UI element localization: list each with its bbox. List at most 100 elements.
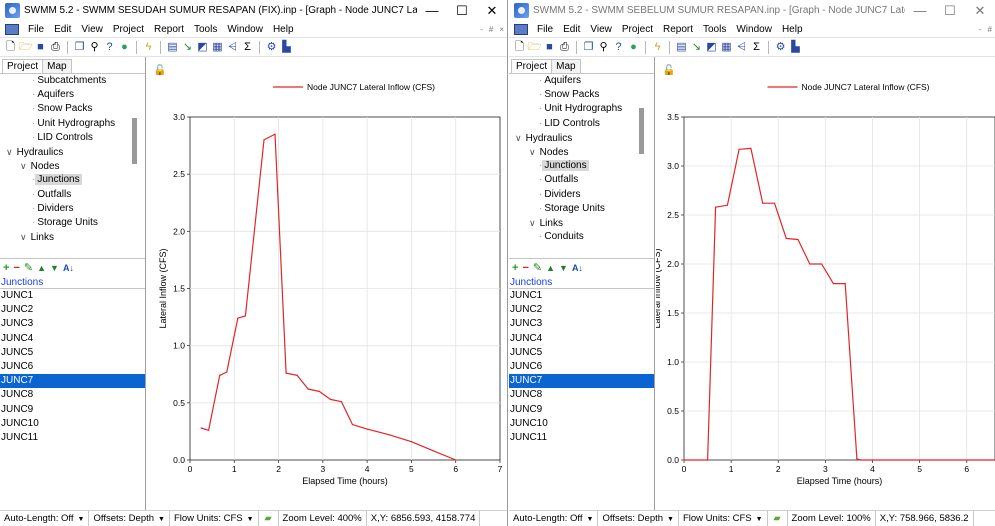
time-series-icon[interactable]: ↘	[182, 40, 193, 53]
move-down-icon[interactable]: ▼	[50, 262, 59, 273]
auto-length-status[interactable]: Auto-Length: Off ▼	[509, 511, 599, 526]
tree-item-dividers[interactable]: · Dividers	[509, 188, 654, 202]
expand-chevron-icon[interactable]: ∨	[515, 132, 522, 143]
offsets-status[interactable]: Offsets: Depth ▼	[89, 511, 170, 526]
tree-item-storage-units[interactable]: · Storage Units	[0, 216, 145, 230]
time-series-icon[interactable]: ↘	[691, 40, 702, 53]
list-item-junc10[interactable]: JUNC10	[510, 417, 548, 429]
open-folder-icon[interactable]: 🗁	[19, 40, 33, 53]
tree-item-subcatchments[interactable]: · Subcatchments	[0, 74, 145, 88]
arrange-icon[interactable]: ▙	[282, 40, 291, 53]
move-down-icon[interactable]: ▼	[559, 262, 568, 273]
list-item-junc11[interactable]: JUNC11	[1, 431, 39, 443]
mdi-minimize-button[interactable]: -	[978, 24, 982, 34]
sort-icon[interactable]: A↓	[62, 262, 74, 273]
expand-chevron-icon[interactable]: ∨	[6, 146, 13, 157]
graph-doc-icon[interactable]	[5, 23, 19, 35]
flow-units-status[interactable]: Flow Units: CFS ▼	[170, 511, 259, 526]
menu-view[interactable]: View	[81, 23, 103, 35]
menu-project[interactable]: Project	[112, 23, 144, 35]
edit-object-icon[interactable]: ✎	[532, 262, 543, 274]
expand-chevron-icon[interactable]: ∨	[20, 232, 27, 243]
menu-file[interactable]: File	[28, 23, 45, 35]
print-icon[interactable]: ⎙	[51, 40, 60, 53]
maximize-button[interactable]: ☐	[456, 3, 468, 18]
tree-item-unit-hydrographs[interactable]: · Unit Hydrographs	[0, 117, 145, 131]
move-up-icon[interactable]: ▲	[546, 262, 556, 273]
list-item-junc1[interactable]: JUNC1	[1, 290, 34, 301]
options-icon[interactable]: ⚙	[266, 40, 277, 53]
save-icon[interactable]: ■	[546, 40, 553, 53]
new-file-icon[interactable]: 🗋	[515, 40, 524, 53]
tab-project[interactable]: Project	[2, 59, 44, 73]
profile-plot-icon[interactable]: ◩	[706, 40, 717, 53]
query-icon[interactable]: ?	[615, 40, 622, 53]
edit-object-icon[interactable]: ✎	[23, 262, 34, 274]
tree-scrollbar-thumb[interactable]	[639, 108, 644, 154]
tree-item-nodes[interactable]: ∨ Nodes	[0, 159, 145, 173]
mdi-restore-button[interactable]: #	[987, 24, 992, 34]
find-icon[interactable]: ⚲	[599, 40, 608, 53]
expand-chevron-icon[interactable]: ∨	[529, 146, 536, 157]
list-item-junc8[interactable]: JUNC8	[510, 389, 543, 401]
tree-item-storage-units[interactable]: · Storage Units	[509, 202, 654, 216]
graph-doc-icon[interactable]	[514, 23, 528, 35]
menu-report[interactable]: Report	[662, 23, 693, 35]
tree-item-conduits[interactable]: · Conduits	[509, 230, 654, 244]
tree-item-snow-packs[interactable]: · Snow Packs	[0, 102, 145, 116]
run-icon[interactable]: ϟ	[654, 40, 661, 53]
arrange-icon[interactable]: ▙	[791, 40, 800, 53]
list-item-junc2[interactable]: JUNC2	[510, 304, 543, 316]
overview-icon[interactable]: ●	[630, 40, 637, 53]
scatter-plot-icon[interactable]: ⩤	[737, 40, 746, 53]
list-item-junc8[interactable]: JUNC8	[1, 389, 34, 401]
tree-item-nodes[interactable]: ∨ Nodes	[509, 145, 654, 159]
table-icon[interactable]: ▦	[721, 40, 732, 53]
list-item-junc7[interactable]: JUNC7	[0, 374, 145, 389]
list-item-junc5[interactable]: JUNC5	[1, 346, 34, 358]
menu-view[interactable]: View	[590, 23, 612, 35]
profile-plot-icon[interactable]: ◩	[197, 40, 208, 53]
menu-edit[interactable]: Edit	[54, 23, 72, 35]
offsets-status[interactable]: Offsets: Depth ▼	[598, 511, 679, 526]
close-button[interactable]: ✕	[974, 3, 986, 18]
list-item-junc9[interactable]: JUNC9	[1, 403, 34, 415]
open-folder-icon[interactable]: 🗁	[528, 40, 542, 53]
tab-project[interactable]: Project	[511, 59, 553, 73]
menu-file[interactable]: File	[537, 23, 554, 35]
tree-item-links[interactable]: ∨ Links	[509, 216, 654, 230]
expand-chevron-icon[interactable]: ∨	[529, 217, 536, 228]
overview-icon[interactable]: ●	[121, 40, 128, 53]
options-icon[interactable]: ⚙	[775, 40, 786, 53]
object-tree[interactable]: · Subcatchments · Aquifers · Snow Packs · Unit …	[0, 74, 145, 259]
print-icon[interactable]: ⎙	[560, 40, 569, 53]
tree-item-lid-controls[interactable]: · LID Controls	[0, 131, 145, 145]
query-icon[interactable]: ?	[106, 40, 113, 53]
menu-window[interactable]: Window	[227, 23, 263, 35]
report-icon[interactable]: ▤	[676, 40, 687, 53]
auto-length-status[interactable]: Auto-Length: Off ▼	[0, 511, 90, 526]
add-object-icon[interactable]: +	[512, 261, 519, 274]
list-item-junc4[interactable]: JUNC4	[1, 332, 34, 344]
tree-scrollbar-thumb[interactable]	[132, 118, 137, 164]
tab-map[interactable]: Map	[551, 59, 581, 73]
maximize-button[interactable]: ☐	[944, 3, 956, 18]
scatter-plot-icon[interactable]: ⩤	[228, 40, 237, 53]
tree-item-outfalls[interactable]: · Outfalls	[0, 188, 145, 202]
add-object-icon[interactable]: +	[3, 261, 10, 274]
minimize-button[interactable]: —	[425, 3, 439, 18]
list-item-junc6[interactable]: JUNC6	[1, 360, 34, 372]
menu-window[interactable]: Window	[736, 23, 772, 35]
tree-item-snow-packs[interactable]: · Snow Packs	[509, 88, 654, 102]
tab-map[interactable]: Map	[42, 59, 72, 73]
tree-item-links[interactable]: ∨ Links	[0, 230, 145, 244]
tree-item-junctions[interactable]: · Junctions	[509, 159, 654, 173]
copy-icon[interactable]: ❐	[74, 40, 85, 53]
flow-units-status[interactable]: Flow Units: CFS ▼	[679, 511, 768, 526]
move-up-icon[interactable]: ▲	[37, 262, 47, 273]
list-item-junc5[interactable]: JUNC5	[510, 346, 543, 358]
lock-icon[interactable]: 🔓	[662, 65, 676, 77]
table-icon[interactable]: ▦	[212, 40, 223, 53]
new-file-icon[interactable]: 🗋	[6, 40, 15, 53]
mdi-close-button[interactable]: ×	[499, 24, 504, 34]
